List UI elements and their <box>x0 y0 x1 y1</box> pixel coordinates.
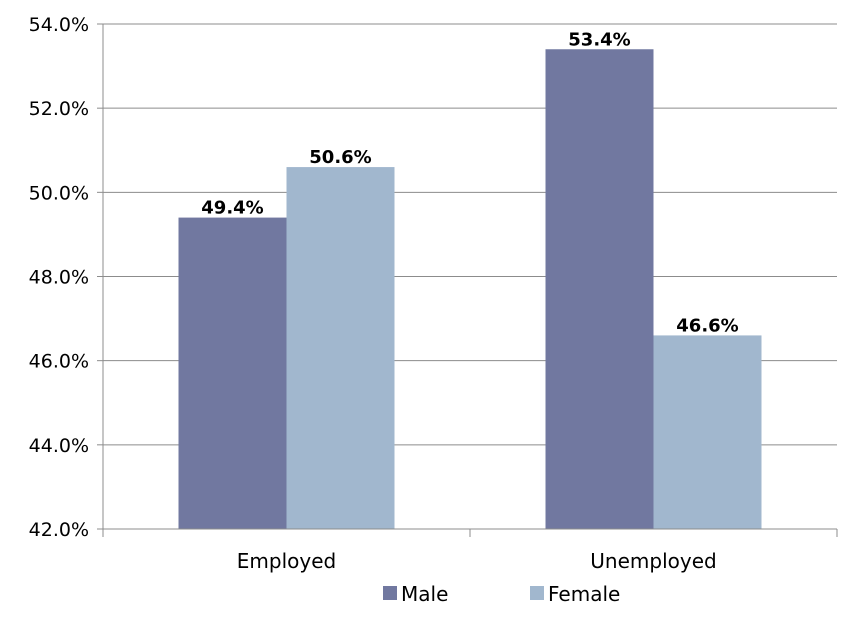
bar-female-unemployed <box>653 335 762 529</box>
bar-female-employed <box>286 167 395 530</box>
y-tick-label: 42.0% <box>29 519 89 541</box>
legend-label-female: Female <box>548 582 620 606</box>
y-tick-label: 50.0% <box>29 182 89 204</box>
y-axis-ticks: 42.0% 44.0% 46.0% 48.0% 50.0% 52.0% 54.0% <box>29 14 89 541</box>
data-label: 46.6% <box>676 315 738 336</box>
bar-male-employed <box>178 217 287 530</box>
category-label: Unemployed <box>590 549 716 573</box>
y-tick-label: 46.0% <box>29 351 89 373</box>
category-label: Employed <box>237 549 336 573</box>
data-labels: 49.4% 50.6% 53.4% 46.6% <box>201 29 738 336</box>
legend-swatch-male <box>383 586 397 600</box>
data-label: 53.4% <box>568 29 630 50</box>
legend-swatch-female <box>530 586 544 600</box>
legend: Male Female <box>383 582 620 606</box>
bars <box>178 49 762 530</box>
data-label: 50.6% <box>309 147 371 168</box>
legend-label-male: Male <box>401 582 448 606</box>
axes <box>97 23 838 537</box>
data-label: 49.4% <box>201 198 263 219</box>
y-tick-label: 54.0% <box>29 14 89 36</box>
y-tick-label: 52.0% <box>29 98 89 120</box>
bar-male-unemployed <box>545 49 654 529</box>
y-tick-label: 48.0% <box>29 267 89 289</box>
y-tick-label: 44.0% <box>29 435 89 457</box>
category-labels: Employed Unemployed <box>237 549 717 573</box>
